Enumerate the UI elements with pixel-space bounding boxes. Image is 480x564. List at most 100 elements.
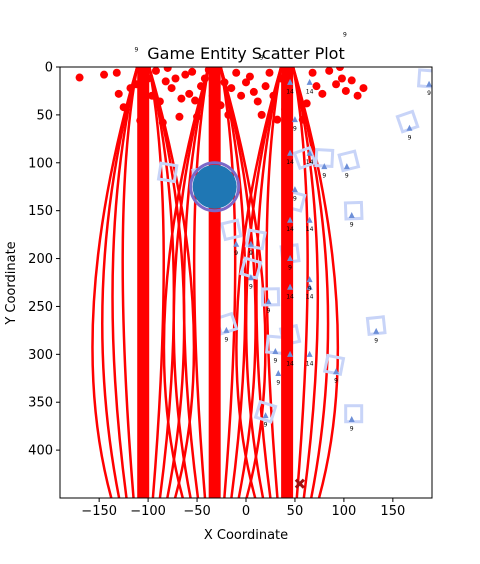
red-point [185, 89, 194, 98]
stray-marker-label: 9 [134, 47, 138, 54]
red-point [281, 105, 290, 114]
marker-label: 9 [288, 265, 292, 272]
marker-label: 9 [308, 286, 312, 293]
red-point [114, 89, 123, 98]
marker-label: 9 [249, 250, 253, 257]
x-tick-label: −150 [81, 504, 117, 519]
marker-label: 14 [306, 360, 314, 367]
x-tick-label: 50 [287, 504, 304, 519]
red-point [332, 80, 341, 89]
red-point [298, 115, 307, 124]
red-arc-streak-2-3-l [235, 67, 283, 498]
blue-triangle-marker [287, 216, 294, 223]
blue-triangle-marker [321, 163, 328, 170]
red-point [181, 70, 190, 79]
marker-label: 9 [322, 173, 326, 180]
marker-label: 9 [374, 337, 378, 344]
red-point [341, 86, 350, 95]
red-point [224, 110, 233, 119]
red-point [196, 82, 205, 91]
marker-label: 9 [350, 221, 354, 228]
marker-label: 9 [273, 357, 277, 364]
marker-label: 9 [225, 336, 229, 343]
marker-label: 9 [264, 422, 268, 429]
outlined-square [219, 218, 243, 242]
blue-triangle-marker [291, 186, 298, 193]
outlined-square [156, 161, 179, 184]
outlined-square [337, 149, 361, 173]
cross-marker [294, 478, 305, 489]
y-tick-label: 400 [28, 444, 53, 459]
red-point [193, 112, 202, 121]
red-arc-streak-0-0-l [121, 67, 139, 498]
blue-triangle-marker [306, 276, 313, 283]
marker-label: 9 [408, 134, 412, 141]
blue-triangle-marker [306, 216, 313, 223]
red-point [75, 73, 84, 82]
stray-marker-label: 9 [260, 54, 264, 61]
outlined-square [343, 200, 364, 221]
red-arc-streak-2-3-r [291, 67, 340, 498]
blue-triangle-marker [291, 116, 298, 123]
marker-label: 14 [286, 293, 294, 300]
red-point [353, 91, 362, 100]
red-point [138, 67, 147, 75]
vertical-red-bar [208, 67, 221, 498]
vertical-red-bar [281, 67, 294, 498]
red-point [273, 115, 282, 124]
x-tick-label: −100 [130, 504, 166, 519]
blue-triangle-marker [287, 350, 294, 357]
y-tick-label: 50 [36, 108, 53, 123]
blue-triangle-marker [406, 124, 413, 131]
blue-triangle-marker [287, 78, 294, 85]
blue-triangle-marker [373, 327, 380, 334]
red-point [136, 116, 145, 125]
outlined-square [344, 404, 364, 424]
red-point [132, 80, 141, 89]
stray-marker-label: 9 [343, 31, 347, 38]
outlined-square [322, 353, 346, 377]
red-arc-streak-2-2-r [291, 67, 330, 498]
red-point [347, 76, 356, 85]
red-point [245, 72, 254, 81]
marker-label: 9 [249, 284, 253, 291]
red-point [237, 91, 246, 100]
red-point [220, 78, 229, 87]
blue-triangle-marker [426, 80, 432, 87]
red-arc-streak-1-0-r [219, 67, 237, 498]
red-point [359, 84, 368, 93]
blue-triangle-marker [287, 255, 294, 262]
red-arc-streak-2-0-l [265, 67, 283, 498]
red-point [302, 99, 311, 108]
outlined-square [416, 68, 432, 89]
marker-label: 9 [276, 379, 280, 386]
red-point [158, 118, 167, 127]
red-arc-streak-0-0-r [147, 67, 165, 498]
player-ring [189, 161, 241, 213]
blue-triangle-marker [306, 78, 313, 85]
red-point [148, 91, 157, 100]
blue-triangle-marker [287, 149, 294, 156]
y-tick-label: 250 [28, 300, 53, 315]
outlined-square [395, 109, 420, 134]
red-point [204, 67, 213, 74]
red-point [227, 84, 236, 93]
red-point [212, 68, 221, 77]
blue-triangle-marker [343, 163, 350, 170]
red-arc-streak-0-2-l [101, 67, 139, 498]
marker-label: 14 [286, 360, 294, 367]
red-point [100, 70, 109, 79]
red-point [151, 67, 160, 75]
red-point [216, 101, 225, 110]
marker-label: 14 [286, 226, 294, 233]
marker-label: 9 [427, 90, 431, 97]
blue-triangle-marker [223, 326, 230, 333]
red-arc-streak-1-1-l [182, 67, 210, 498]
player-circle [192, 164, 237, 209]
red-point [144, 74, 153, 83]
red-arc-streak-2-0-r [291, 67, 309, 498]
red-point [208, 91, 217, 100]
red-point [171, 74, 180, 83]
